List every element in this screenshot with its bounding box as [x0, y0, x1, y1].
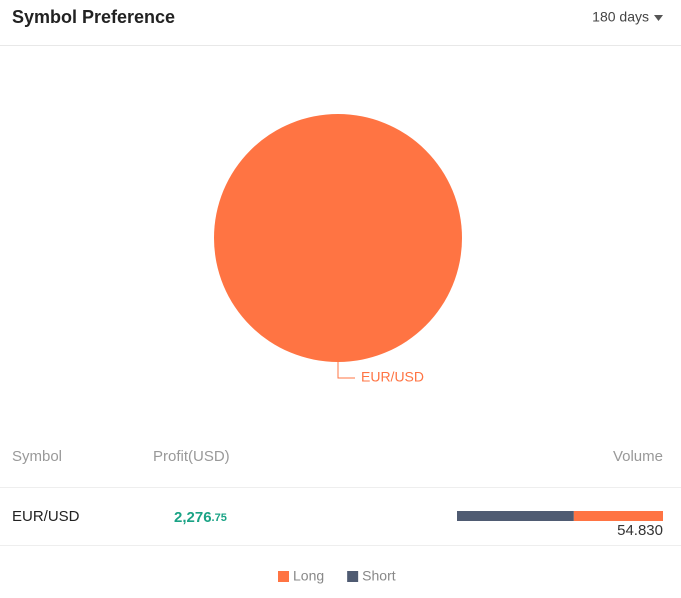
profit-cell: 2,276.75	[174, 509, 227, 526]
period-dropdown[interactable]: 180 days	[592, 9, 649, 25]
column-header: Volume	[613, 448, 663, 465]
legend-swatch	[347, 571, 359, 582]
profit-whole: 2,276	[174, 509, 212, 526]
legend: Long Short	[278, 568, 396, 584]
legend-label: Long	[293, 568, 324, 584]
symbol-cell: EUR/USD	[12, 508, 80, 525]
profit-fraction: .75	[212, 512, 227, 524]
long-segment	[573, 511, 663, 521]
slice-label: EUR/USD	[361, 369, 424, 385]
card-title: Symbol Preference	[12, 7, 175, 27]
legend-swatch	[278, 571, 289, 582]
dropdown-arrow[interactable]	[654, 15, 663, 21]
volume-bar	[457, 511, 663, 521]
legend-label: Short	[362, 568, 396, 584]
volume-value: 54.830	[617, 522, 663, 539]
label-leader	[337, 362, 355, 379]
column-header: Profit(USD)	[153, 448, 230, 465]
pie-chart: EUR/USD	[214, 114, 462, 385]
short-segment	[457, 511, 574, 521]
pie-slice	[214, 114, 462, 362]
column-header: Symbol	[12, 448, 62, 465]
